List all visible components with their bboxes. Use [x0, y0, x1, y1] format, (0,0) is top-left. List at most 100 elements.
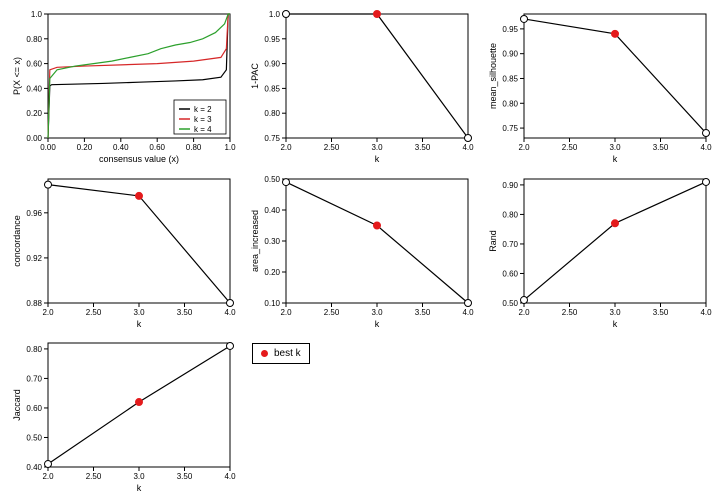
- y-axis-label: 1-PAC: [250, 63, 260, 89]
- svg-text:2.0: 2.0: [518, 308, 530, 317]
- svg-text:0.20: 0.20: [26, 109, 42, 118]
- svg-text:3.0: 3.0: [609, 143, 621, 152]
- svg-text:0.80: 0.80: [26, 345, 42, 354]
- data-point: [703, 130, 710, 137]
- svg-text:0.00: 0.00: [40, 143, 56, 152]
- best-k-legend-label: best k: [274, 348, 301, 359]
- svg-text:3.0: 3.0: [371, 143, 383, 152]
- svg-text:0.80: 0.80: [502, 99, 518, 108]
- svg-text:0.10: 0.10: [264, 299, 280, 308]
- svg-text:3.50: 3.50: [177, 472, 193, 481]
- data-point: [45, 181, 52, 188]
- svg-text:0.70: 0.70: [502, 240, 518, 249]
- svg-text:2.0: 2.0: [42, 308, 54, 317]
- y-axis-label: concordance: [12, 215, 22, 267]
- svg-text:k = 4: k = 4: [194, 125, 212, 134]
- svg-text:1.0: 1.0: [31, 10, 43, 19]
- svg-text:0.85: 0.85: [264, 84, 280, 93]
- svg-text:2.0: 2.0: [518, 143, 530, 152]
- svg-text:4.0: 4.0: [462, 308, 474, 317]
- svg-text:3.50: 3.50: [653, 143, 669, 152]
- svg-text:0.88: 0.88: [26, 299, 42, 308]
- svg-text:0.40: 0.40: [113, 143, 129, 152]
- svg-text:0.80: 0.80: [186, 143, 202, 152]
- svg-text:0.80: 0.80: [502, 210, 518, 219]
- svg-text:k = 3: k = 3: [194, 115, 212, 124]
- svg-text:0.90: 0.90: [502, 181, 518, 190]
- svg-text:0.70: 0.70: [26, 375, 42, 384]
- x-axis-label: k: [375, 319, 380, 329]
- best-k-point: [136, 192, 143, 199]
- panel-jaccard: 2.02.503.03.504.00.400.500.600.700.80kJa…: [8, 337, 236, 496]
- svg-text:1.0: 1.0: [224, 143, 236, 152]
- svg-text:0.75: 0.75: [502, 124, 518, 133]
- panel-one_minus_pac: 2.02.503.03.504.00.750.800.850.900.951.0…: [246, 8, 474, 167]
- panel-best-k-legend: best k: [246, 337, 474, 496]
- svg-text:4.0: 4.0: [462, 143, 474, 152]
- svg-text:0.20: 0.20: [264, 268, 280, 277]
- svg-text:0.50: 0.50: [502, 299, 518, 308]
- panel-mean_silhouette: 2.02.503.03.504.00.750.800.850.900.95kme…: [484, 8, 712, 167]
- svg-text:2.50: 2.50: [562, 143, 578, 152]
- svg-text:0.75: 0.75: [264, 134, 280, 143]
- panel-concordance: 2.0 2.50 3.0 3.50 4.0 0.88 0.92 0.96 k concordanc…: [8, 173, 236, 332]
- svg-text:3.50: 3.50: [415, 308, 431, 317]
- svg-text:3.50: 3.50: [415, 143, 431, 152]
- best-k-legend-box: best k: [252, 343, 310, 364]
- best-k-point: [136, 399, 143, 406]
- svg-text:k = 2: k = 2: [194, 105, 212, 114]
- best-k-point: [374, 222, 381, 229]
- best-k-point: [374, 11, 381, 18]
- x-axis-label: k: [613, 319, 618, 329]
- svg-text:0.50: 0.50: [264, 175, 280, 184]
- x-axis-label: k: [137, 319, 142, 329]
- data-point: [45, 461, 52, 468]
- best-k-dot-icon: [261, 350, 268, 357]
- y-axis-label: Jaccard: [12, 390, 22, 422]
- panel-area_increased: 2.02.503.03.504.00.100.200.300.400.50kar…: [246, 173, 474, 332]
- svg-text:4.0: 4.0: [224, 472, 236, 481]
- x-axis-label: consensus value (x): [99, 154, 179, 164]
- best-k-point: [612, 219, 619, 226]
- svg-text:0.60: 0.60: [26, 60, 42, 69]
- data-point: [465, 299, 472, 306]
- svg-text:0.40: 0.40: [264, 206, 280, 215]
- y-axis-label: area_increased: [250, 210, 260, 272]
- panel-cdf: 0.000.200.400.600.801.00.000.200.400.600…: [8, 8, 236, 167]
- svg-text:0.60: 0.60: [26, 404, 42, 413]
- svg-text:2.0: 2.0: [42, 472, 54, 481]
- data-point: [227, 343, 234, 350]
- panel-empty: [484, 337, 712, 496]
- svg-text:3.50: 3.50: [177, 308, 193, 317]
- svg-text:2.50: 2.50: [86, 308, 102, 317]
- svg-text:3.0: 3.0: [609, 308, 621, 317]
- svg-text:3.0: 3.0: [371, 308, 383, 317]
- svg-text:4.0: 4.0: [224, 308, 236, 317]
- svg-text:0.60: 0.60: [149, 143, 165, 152]
- data-point: [283, 178, 290, 185]
- svg-text:0.96: 0.96: [26, 208, 42, 217]
- x-axis-label: k: [137, 483, 142, 493]
- svg-text:0.85: 0.85: [502, 74, 518, 83]
- y-axis-label: Rand: [488, 230, 498, 252]
- svg-text:0.40: 0.40: [26, 84, 42, 93]
- svg-text:2.0: 2.0: [280, 308, 292, 317]
- data-point: [465, 135, 472, 142]
- y-axis-label: P(X <= x): [12, 57, 22, 95]
- svg-text:2.50: 2.50: [324, 308, 340, 317]
- svg-text:0.40: 0.40: [26, 463, 42, 472]
- svg-text:0.90: 0.90: [502, 50, 518, 59]
- x-axis-label: k: [613, 154, 618, 164]
- svg-text:0.95: 0.95: [264, 35, 280, 44]
- svg-text:2.0: 2.0: [280, 143, 292, 152]
- svg-text:0.92: 0.92: [26, 254, 42, 263]
- svg-text:2.50: 2.50: [324, 143, 340, 152]
- svg-text:1.0: 1.0: [269, 10, 281, 19]
- data-point: [521, 15, 528, 22]
- data-point: [703, 178, 710, 185]
- svg-text:3.0: 3.0: [133, 308, 145, 317]
- data-point: [521, 296, 528, 303]
- best-k-point: [612, 30, 619, 37]
- svg-text:0.95: 0.95: [502, 25, 518, 34]
- svg-text:0.80: 0.80: [26, 35, 42, 44]
